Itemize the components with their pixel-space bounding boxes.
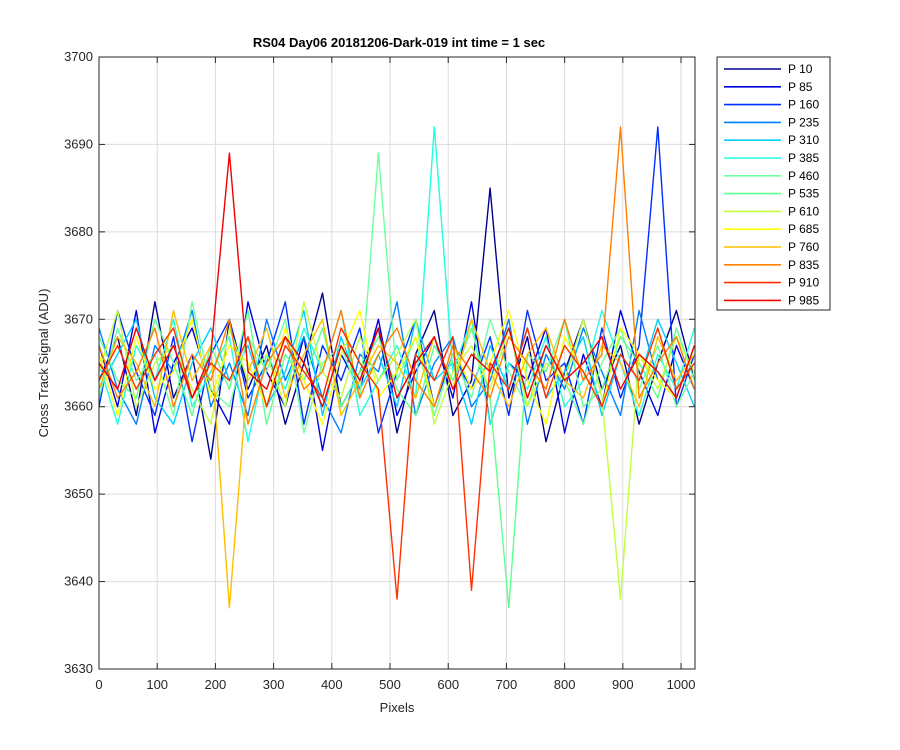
legend-label: P 835 <box>788 258 819 272</box>
x-tick-label: 800 <box>554 677 576 692</box>
series-line-p-835 <box>99 126 695 425</box>
y-tick-label: 3670 <box>64 311 93 326</box>
axes-box <box>98 56 696 670</box>
x-tick-label: 600 <box>437 677 459 692</box>
legend-label: P 160 <box>788 98 819 112</box>
y-tick-label: 3630 <box>64 661 93 676</box>
x-tick-label: 900 <box>612 677 634 692</box>
legend-label: P 535 <box>788 187 819 201</box>
y-tick-label: 3690 <box>64 136 93 151</box>
legend-label: P 310 <box>788 133 819 147</box>
x-tick-label: 100 <box>146 677 168 692</box>
legend-label: P 85 <box>788 80 813 94</box>
legend: P 10 P 85 P 160 P 235 P 310 P 385 P 460 P 535 P … <box>716 56 831 311</box>
series-line-p-610 <box>99 301 695 600</box>
x-tick-label: 0 <box>95 677 102 692</box>
series-line-p-910 <box>99 327 695 600</box>
y-tick-label: 3640 <box>64 574 93 589</box>
axis-ticks: 0 100 200 300 400 500 600 700 800 900 1000 3630 3640… <box>64 49 695 692</box>
legend-label: P 385 <box>788 151 819 165</box>
x-tick-label: 700 <box>496 677 518 692</box>
x-tick-label: 400 <box>321 677 343 692</box>
legend-label: P 685 <box>788 222 819 236</box>
legend-box <box>716 56 831 311</box>
legend-label: P 460 <box>788 169 819 183</box>
y-tick-label: 3680 <box>64 224 93 239</box>
series-line-p-460 <box>99 152 695 434</box>
legend-label: P 985 <box>788 293 819 307</box>
y-tick-label: 3700 <box>64 49 93 64</box>
series-line-p-385 <box>99 126 695 443</box>
y-tick-label: 3650 <box>64 486 93 501</box>
x-tick-label: 500 <box>379 677 401 692</box>
series-line-p-10 <box>99 187 695 460</box>
legend-label: P 235 <box>788 115 819 129</box>
series-line-p-985 <box>99 152 695 408</box>
x-tick-label: 300 <box>263 677 285 692</box>
x-tick-label: 200 <box>205 677 227 692</box>
series-line-p-310 <box>99 309 695 425</box>
legend-label: P 610 <box>788 204 819 218</box>
chart-title: RS04 Day06 20181206-Dark-019 int time = … <box>253 35 545 50</box>
x-tick-label: 1000 <box>667 677 696 692</box>
x-axis-label: Pixels <box>380 700 415 715</box>
legend-label: P 760 <box>788 240 819 254</box>
series-lines <box>99 126 695 609</box>
legend-label: P 10 <box>788 62 813 76</box>
y-axis-label: Cross Track Signal (ADU) <box>36 289 51 438</box>
legend-label: P 910 <box>788 276 819 290</box>
y-tick-label: 3660 <box>64 399 93 414</box>
